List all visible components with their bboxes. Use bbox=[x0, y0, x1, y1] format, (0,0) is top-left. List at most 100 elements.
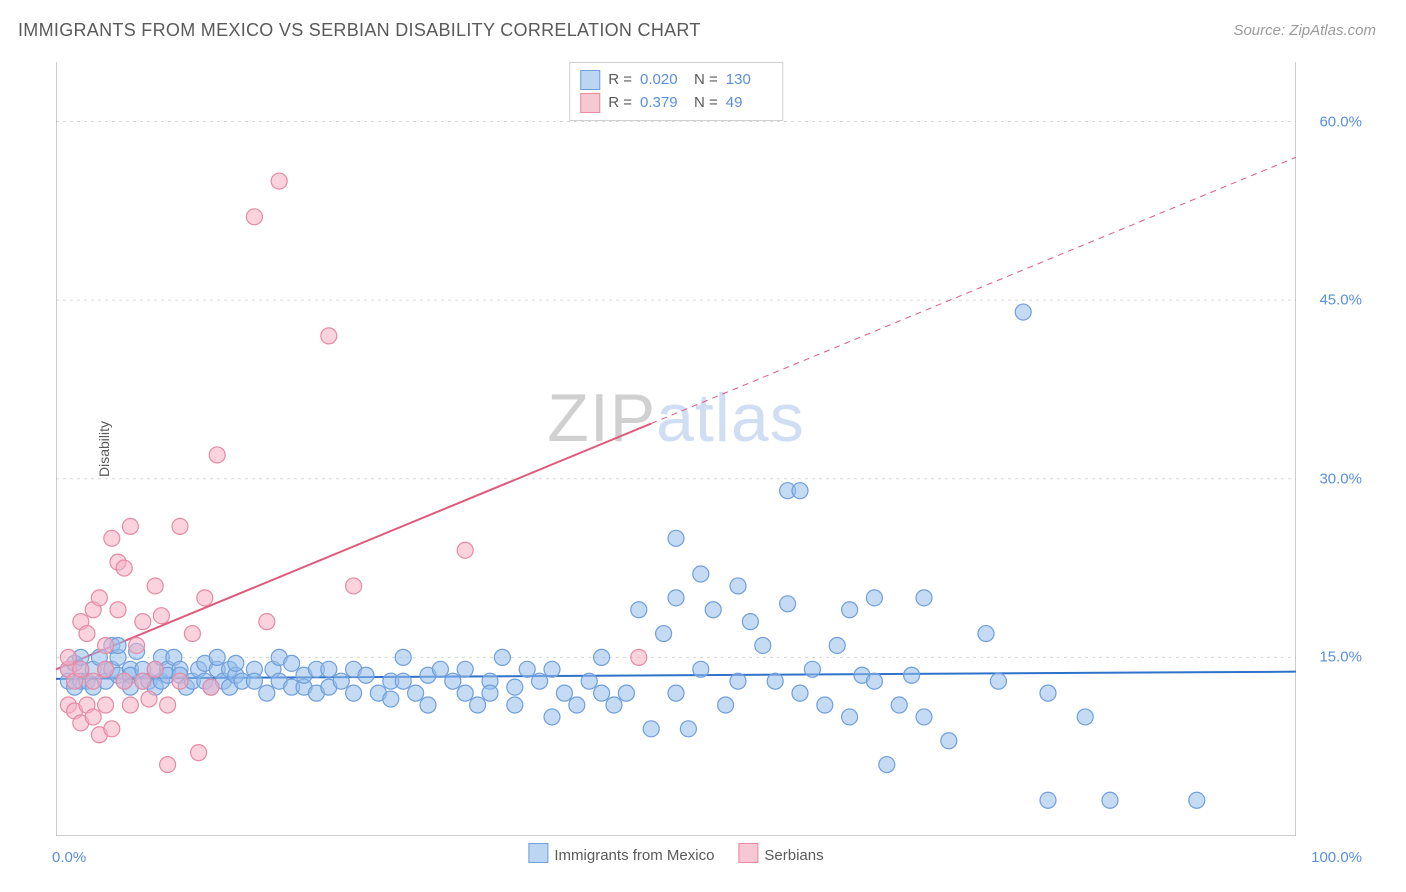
mex-point bbox=[507, 679, 523, 695]
mex-point bbox=[507, 697, 523, 713]
y-tick-label: 60.0% bbox=[1319, 113, 1362, 130]
y-tick-label: 45.0% bbox=[1319, 292, 1362, 309]
mex-point bbox=[556, 685, 572, 701]
mex-point bbox=[866, 590, 882, 606]
mex-point bbox=[358, 667, 374, 683]
axis-legend-item: Immigrants from Mexico bbox=[528, 843, 714, 864]
mex-point bbox=[432, 661, 448, 677]
mex-point bbox=[842, 602, 858, 618]
mex-point bbox=[742, 614, 758, 630]
mex-point bbox=[445, 673, 461, 689]
mex-point bbox=[1040, 685, 1056, 701]
srb-point bbox=[98, 697, 114, 713]
mex-point bbox=[569, 697, 585, 713]
srb-point bbox=[104, 530, 120, 546]
srb-point bbox=[141, 691, 157, 707]
mex-point bbox=[904, 667, 920, 683]
mex-point bbox=[1189, 792, 1205, 808]
srb-point bbox=[209, 447, 225, 463]
mex-point bbox=[594, 649, 610, 665]
srb-point bbox=[246, 209, 262, 225]
axis-legend-label: Immigrants from Mexico bbox=[554, 847, 714, 864]
y-tick-label: 15.0% bbox=[1319, 649, 1362, 666]
mex-point bbox=[408, 685, 424, 701]
mex-point bbox=[284, 655, 300, 671]
mex-point bbox=[1102, 792, 1118, 808]
mex-point bbox=[544, 709, 560, 725]
srb-point bbox=[98, 637, 114, 653]
srb-point bbox=[457, 542, 473, 558]
mex-point bbox=[494, 649, 510, 665]
mex-point bbox=[767, 673, 783, 689]
mex-point bbox=[1015, 304, 1031, 320]
mex-point bbox=[978, 626, 994, 642]
y-tick-label: 30.0% bbox=[1319, 470, 1362, 487]
mex-point bbox=[544, 661, 560, 677]
mex-point bbox=[470, 697, 486, 713]
mex-point bbox=[680, 721, 696, 737]
mex-point bbox=[457, 661, 473, 677]
srb-point bbox=[60, 649, 76, 665]
mex-point bbox=[792, 483, 808, 499]
plot-svg bbox=[56, 62, 1296, 836]
axis-legend: Immigrants from Mexico Serbians bbox=[528, 843, 823, 864]
mex-point bbox=[228, 655, 244, 671]
mex-point bbox=[842, 709, 858, 725]
mex-point bbox=[916, 590, 932, 606]
mex-point bbox=[395, 649, 411, 665]
mex-point bbox=[693, 661, 709, 677]
mex-point bbox=[668, 590, 684, 606]
srb-point bbox=[203, 679, 219, 695]
mex-point bbox=[594, 685, 610, 701]
srb-point bbox=[110, 602, 126, 618]
srb-point bbox=[153, 608, 169, 624]
mex-point bbox=[804, 661, 820, 677]
srb-point bbox=[191, 745, 207, 761]
srb-point bbox=[116, 560, 132, 576]
source-label: Source: ZipAtlas.com bbox=[1233, 22, 1376, 39]
mex-point bbox=[1040, 792, 1056, 808]
mex-point bbox=[321, 661, 337, 677]
axis-legend-label: Serbians bbox=[764, 847, 823, 864]
mex-point bbox=[209, 649, 225, 665]
srb-point bbox=[321, 328, 337, 344]
mex-point bbox=[941, 733, 957, 749]
mex-point bbox=[730, 673, 746, 689]
srb-point bbox=[98, 661, 114, 677]
srb-point bbox=[197, 590, 213, 606]
srb-point bbox=[122, 697, 138, 713]
mex-point bbox=[668, 685, 684, 701]
mex-point bbox=[693, 566, 709, 582]
srb-point bbox=[85, 709, 101, 725]
srb-point bbox=[129, 637, 145, 653]
legend-swatch-mex bbox=[528, 843, 548, 863]
mex-point bbox=[631, 602, 647, 618]
mex-point bbox=[668, 530, 684, 546]
srb-point bbox=[346, 578, 362, 594]
srb-point bbox=[79, 626, 95, 642]
mex-point bbox=[618, 685, 634, 701]
mex-point bbox=[817, 697, 833, 713]
mex-point bbox=[705, 602, 721, 618]
mex-point bbox=[780, 596, 796, 612]
srb-point bbox=[104, 721, 120, 737]
chart-title: IMMIGRANTS FROM MEXICO VS SERBIAN DISABI… bbox=[18, 20, 701, 41]
mex-point bbox=[792, 685, 808, 701]
srb-point bbox=[73, 661, 89, 677]
srb-point bbox=[172, 518, 188, 534]
srb-point bbox=[160, 697, 176, 713]
mex-point bbox=[730, 578, 746, 594]
plot-area: Disability ZIPatlas R = 0.020 N = 130 R … bbox=[56, 62, 1296, 836]
x-tick-label: 0.0% bbox=[52, 849, 86, 866]
mex-point bbox=[829, 637, 845, 653]
mex-point bbox=[916, 709, 932, 725]
mex-point bbox=[346, 685, 362, 701]
srb-point bbox=[160, 757, 176, 773]
srb-point bbox=[122, 518, 138, 534]
mex-point bbox=[457, 685, 473, 701]
mex-point bbox=[891, 697, 907, 713]
mex-point bbox=[581, 673, 597, 689]
mex-point bbox=[395, 673, 411, 689]
mex-point bbox=[259, 685, 275, 701]
mex-point bbox=[333, 673, 349, 689]
